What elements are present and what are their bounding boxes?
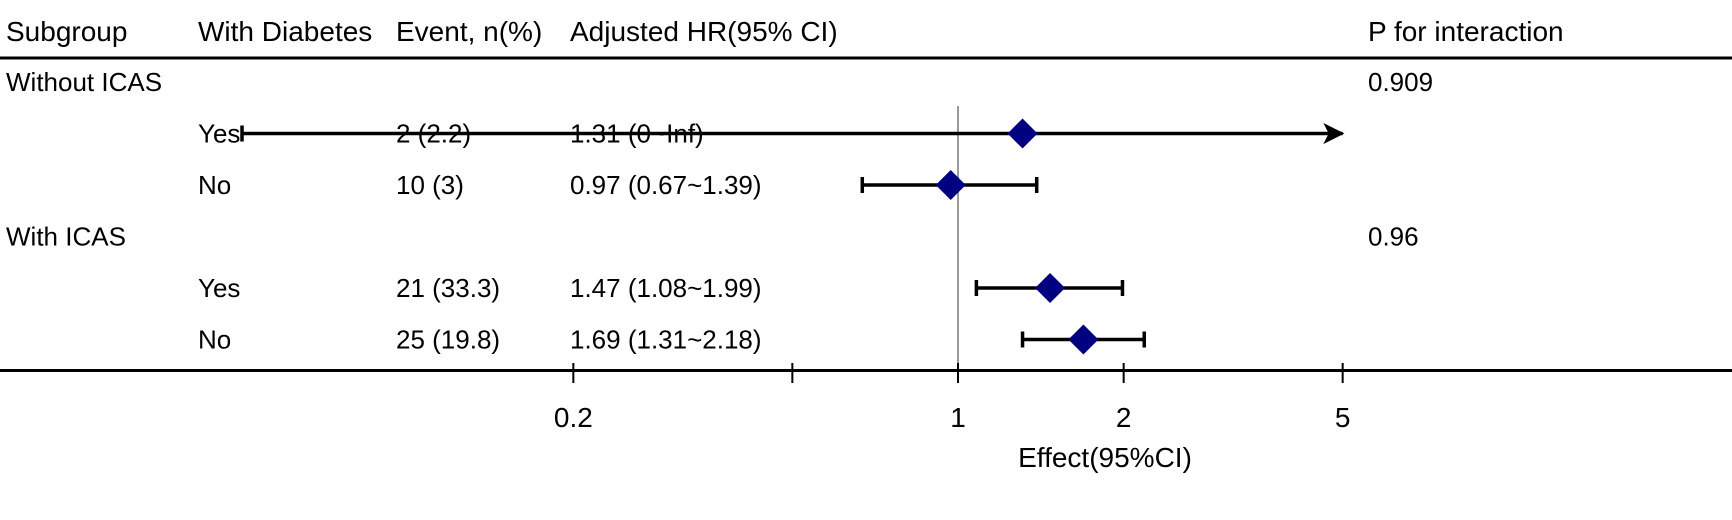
diabetes-cell-2-2: No (198, 325, 231, 355)
column-header-event-n: Event, n(%) (396, 16, 542, 47)
hr-cell-2-1: 1.47 (1.08~1.99) (570, 273, 762, 303)
hr-diamond-1-2 (935, 170, 966, 200)
table-header: Subgroup With Diabetes Event, n(%) Adjusted… (0, 16, 1732, 60)
p-interaction-1: 0.909 (1368, 67, 1433, 97)
event-cell-2-2: 25 (19.8) (396, 325, 500, 355)
p-interaction-2: 0.96 (1368, 222, 1419, 252)
x-tick-label-2: 2 (1116, 402, 1132, 433)
x-axis: 0.2 1 2 5 Effect(95%CI) (554, 363, 1351, 473)
column-header-p-for-interaction: P for interaction (1368, 16, 1564, 47)
forest-panel (240, 106, 1345, 371)
group-label-1: Without ICAS (6, 67, 162, 97)
column-header-with-diabetes: With Diabetes (198, 16, 372, 47)
x-tick-label-5: 5 (1335, 402, 1351, 433)
event-cell-2-1: 21 (33.3) (396, 273, 500, 303)
hr-diamond-1-1 (1007, 118, 1038, 149)
hr-diamond-2-2 (1068, 324, 1099, 355)
x-tick-label-1: 1 (950, 402, 966, 433)
hr-cell-1-2: 0.97 (0.67~1.39) (570, 170, 762, 200)
diabetes-cell-2-1: Yes (198, 273, 240, 303)
column-header-adjusted-hr-95-ci: Adjusted HR(95% CI) (570, 16, 838, 47)
x-tick-label-0-2: 0.2 (554, 402, 593, 433)
group-label-2: With ICAS (6, 222, 126, 252)
hr-cell-2-2: 1.69 (1.31~2.18) (570, 325, 762, 355)
diabetes-cell-1-1: Yes (198, 119, 240, 149)
diabetes-cell-1-2: No (198, 170, 231, 200)
x-axis-label: Effect(95%CI) (1018, 442, 1192, 473)
event-cell-1-2: 10 (3) (396, 170, 464, 200)
column-header-subgroup: Subgroup (6, 16, 127, 47)
hr-diamond-2-1 (1035, 273, 1066, 303)
